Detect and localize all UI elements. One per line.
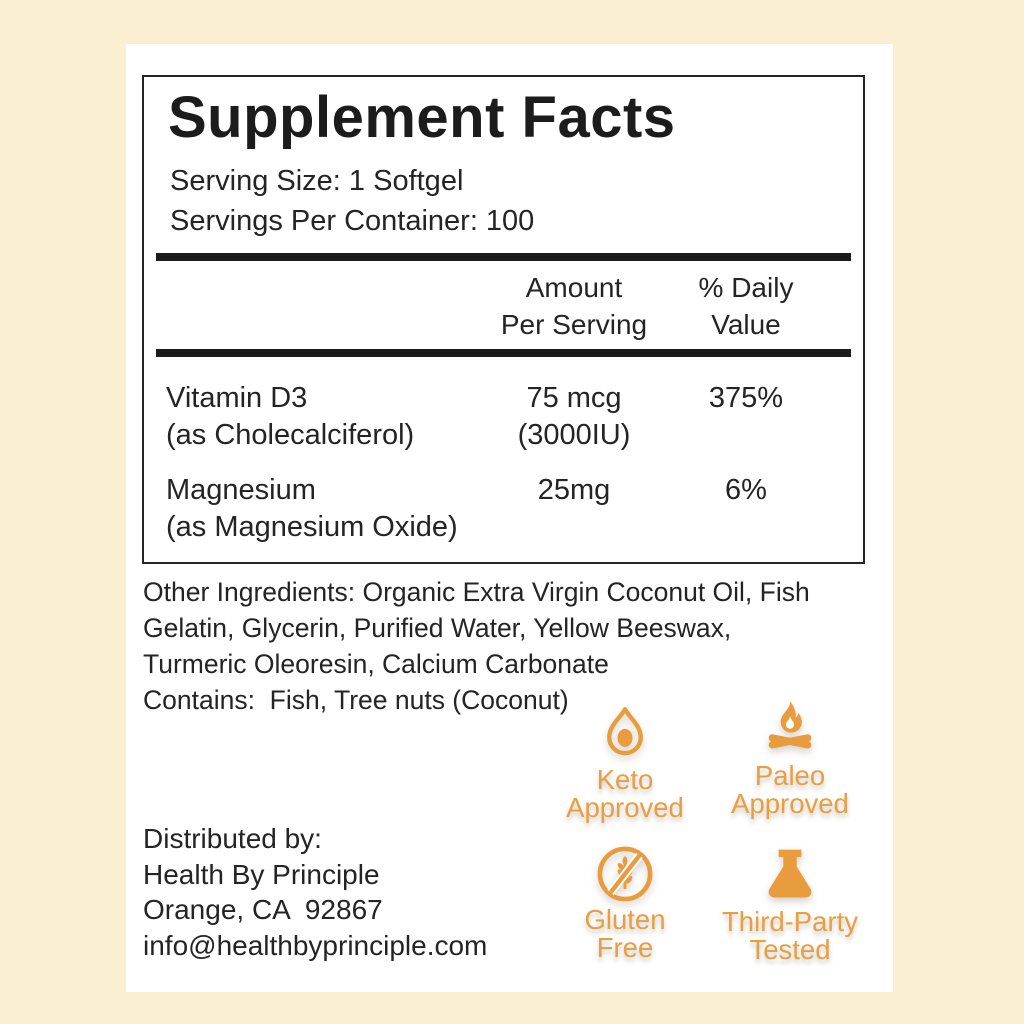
- nutrient-dv-magnesium: 6%: [725, 474, 767, 506]
- nutrient-amount-magnesium: 25mg: [537, 474, 611, 506]
- distributor-info: Distributed by: Health By Principle Oran…: [143, 823, 488, 961]
- badge-paleo-approved: Paleo Approved: [690, 699, 890, 818]
- avocado-icon: [594, 703, 656, 765]
- supplement-facts-panel: Supplement Facts Serving Size: 1 Softgel…: [142, 75, 865, 564]
- thick-divider-headers: [156, 349, 851, 357]
- badge-keto-label: Keto Approved: [566, 764, 684, 823]
- badge-paleo-label: Paleo Approved: [731, 760, 849, 819]
- gluten-free-wheat-icon: [594, 843, 656, 905]
- facts-title: Supplement Facts: [168, 85, 676, 150]
- supplement-label-card: Supplement Facts Serving Size: 1 Softgel…: [126, 44, 893, 992]
- badge-third-party-tested-label: Third-Party Tested: [722, 906, 858, 965]
- servings-per-container-line: Servings Per Container: 100: [170, 205, 535, 237]
- column-header-daily-value: % Daily Value: [698, 272, 794, 340]
- lab-flask-icon: [759, 845, 821, 907]
- nutrient-name-vitamin-d3: Vitamin D3 (as Cholecalciferol): [166, 382, 415, 451]
- nutrient-dv-vitamin-d3: 375%: [708, 382, 784, 414]
- other-ingredients-text: Other Ingredients: Organic Extra Virgin …: [143, 577, 810, 679]
- campfire-icon: [759, 699, 821, 761]
- badge-third-party-tested: Third-Party Tested: [690, 845, 890, 964]
- nutrient-amount-vitamin-d3: 75 mcg (3000IU): [517, 382, 631, 451]
- allergen-contains-text: Contains: Fish, Tree nuts (Coconut): [143, 685, 569, 715]
- column-header-amount: Amount Per Serving: [500, 272, 648, 340]
- badge-keto-approved: Keto Approved: [525, 703, 725, 822]
- badge-gluten-free-label: Gluten Free: [584, 904, 666, 963]
- nutrient-name-magnesium: Magnesium (as Magnesium Oxide): [166, 474, 458, 543]
- thick-divider-top: [156, 253, 851, 261]
- serving-size-line: Serving Size: 1 Softgel: [170, 165, 464, 197]
- badge-gluten-free: Gluten Free: [525, 843, 725, 962]
